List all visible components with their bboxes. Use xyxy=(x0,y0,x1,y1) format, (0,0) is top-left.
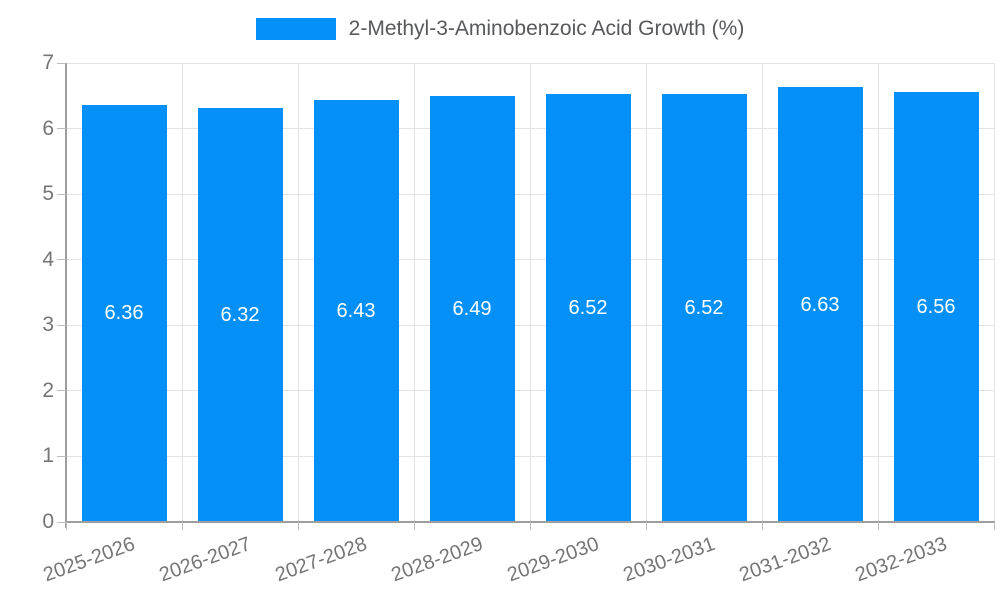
bar[interactable] xyxy=(197,107,283,522)
y-tick-label: 3 xyxy=(42,313,54,337)
bar[interactable] xyxy=(313,100,399,522)
bar[interactable] xyxy=(429,96,515,522)
bar-value-label: 6.36 xyxy=(104,302,144,325)
bar-value-label: 6.49 xyxy=(452,298,492,321)
x-axis-tick xyxy=(413,522,415,530)
v-gridline xyxy=(413,63,415,522)
v-gridline xyxy=(297,63,299,522)
bar-value-label: 6.52 xyxy=(684,297,724,320)
x-axis-tick xyxy=(645,522,647,530)
v-gridline xyxy=(645,63,647,522)
bar[interactable] xyxy=(777,87,863,522)
chart-legend[interactable]: 2-Methyl-3-Aminobenzoic Acid Growth (%) xyxy=(0,16,1000,42)
bar[interactable] xyxy=(545,94,631,522)
y-tick-label: 7 xyxy=(42,51,54,74)
v-gridline xyxy=(761,63,763,522)
y-axis-tick xyxy=(57,324,66,326)
v-gridline xyxy=(529,63,531,522)
y-axis-tick xyxy=(57,390,66,392)
bar[interactable] xyxy=(661,94,747,522)
bar-value-label: 6.56 xyxy=(916,295,956,318)
y-tick-label: 0 xyxy=(42,510,54,533)
x-axis-tick xyxy=(65,522,67,530)
y-tick-label: 5 xyxy=(42,182,54,206)
x-axis-tick xyxy=(181,522,183,530)
v-gridline xyxy=(993,63,995,522)
x-axis-tick xyxy=(297,522,299,530)
y-axis-tick xyxy=(57,521,66,523)
bar[interactable] xyxy=(81,104,167,522)
v-gridline xyxy=(181,63,183,522)
y-axis-tick xyxy=(57,62,66,64)
y-axis-tick xyxy=(57,455,66,457)
y-axis-tick xyxy=(57,259,66,261)
y-tick-label: 1 xyxy=(42,444,54,468)
y-tick-label: 2 xyxy=(42,378,54,402)
legend-label: 2-Methyl-3-Aminobenzoic Acid Growth (%) xyxy=(348,17,745,40)
bar[interactable] xyxy=(893,91,979,522)
x-axis-tick xyxy=(993,522,995,530)
y-axis-line xyxy=(65,63,67,528)
x-axis-tick xyxy=(761,522,763,530)
v-gridline xyxy=(877,63,879,522)
bar-value-label: 6.32 xyxy=(220,303,260,326)
bar-value-label: 6.63 xyxy=(800,293,840,316)
bar-value-label: 6.43 xyxy=(336,300,376,323)
x-axis-tick xyxy=(877,522,879,530)
y-tick-label: 6 xyxy=(42,116,54,140)
plot-area: 6.36 6.32 6.43 6.49 6.52 6.52 6.63 6.56 xyxy=(57,62,995,530)
legend-swatch xyxy=(255,18,336,40)
y-axis-tick xyxy=(57,193,66,195)
y-axis-tick xyxy=(57,128,66,130)
x-axis-tick xyxy=(529,522,531,530)
y-tick-label: 4 xyxy=(42,247,54,271)
bar-value-label: 6.52 xyxy=(568,297,608,320)
